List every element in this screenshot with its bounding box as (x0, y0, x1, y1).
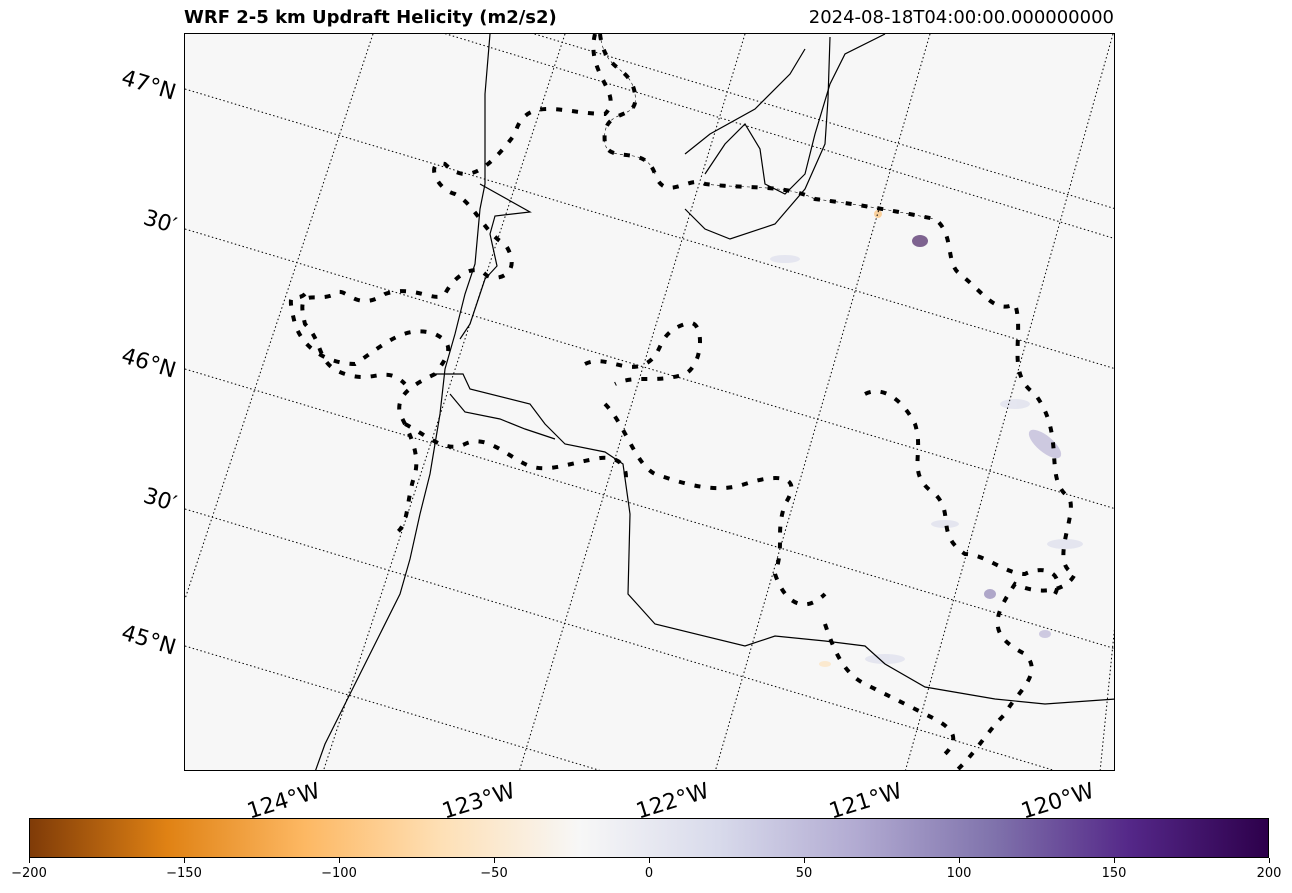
colorbar-tick (338, 858, 340, 863)
lat-label-45n: 45°N (118, 620, 179, 661)
colorbar-tick (648, 858, 650, 863)
colorbar-tick-label: 0 (644, 866, 654, 881)
colorbar-tick (493, 858, 495, 863)
colorbar-tick (803, 858, 805, 863)
coastline (315, 34, 1114, 770)
colorbar-tick (1113, 858, 1115, 863)
terrain-contours (288, 34, 1078, 770)
colorbar-tick-label: 50 (795, 866, 813, 881)
colorbar-tick-label: 100 (946, 866, 972, 881)
colorbar-tick-label: −50 (480, 866, 508, 881)
colorbar-tick (1268, 858, 1270, 863)
map-canvas (185, 34, 1114, 770)
lat-label-46n: 46°N (118, 343, 179, 384)
colorbar-tick-label: −150 (166, 866, 202, 881)
lat-label-47n: 47°N (118, 65, 179, 106)
colorbar-tick-label: −200 (11, 866, 47, 881)
helicity-shading (770, 210, 1083, 667)
lat-label-46-30n: 30′ (140, 205, 180, 240)
graticule (185, 34, 1114, 770)
colorbar-tick (958, 858, 960, 863)
valid-time: 2024-08-18T04:00:00.000000000 (808, 7, 1114, 28)
colorbar-tick-label: 200 (1256, 866, 1282, 881)
colorbar-tick-label: −100 (321, 866, 357, 881)
colorbar-tick (183, 858, 185, 863)
map-title: WRF 2-5 km Updraft Helicity (m2/s2) (184, 7, 557, 28)
lat-label-45-30n: 30′ (140, 483, 180, 518)
colorbar (29, 818, 1269, 858)
colorbar-tick-label: 150 (1101, 866, 1127, 881)
colorbar-tick (28, 858, 30, 863)
map-panel[interactable] (184, 33, 1115, 771)
